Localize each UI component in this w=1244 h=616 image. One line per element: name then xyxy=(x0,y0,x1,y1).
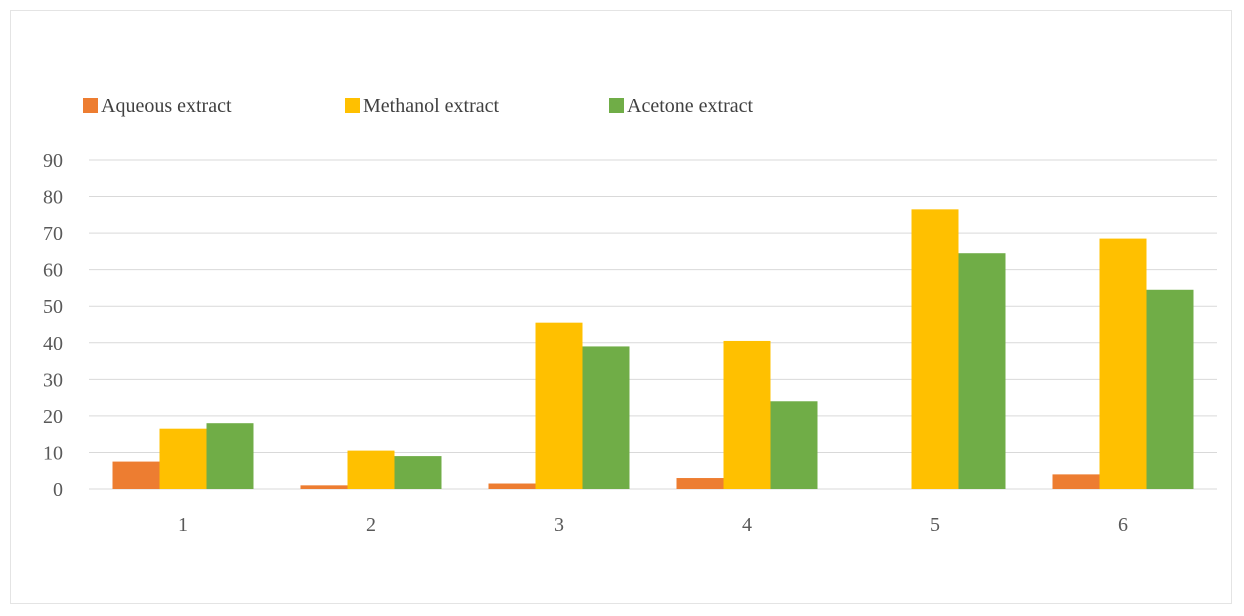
bar-methanol-extract xyxy=(911,209,959,489)
x-tick-label: 5 xyxy=(930,514,940,536)
legend-swatch xyxy=(345,98,360,113)
legend: Aqueous extract Methanol extract Acetone e… xyxy=(83,95,753,117)
y-tick-label: 70 xyxy=(43,223,63,245)
bar-acetone-extract xyxy=(1146,289,1194,489)
y-tick-label: 0 xyxy=(53,479,63,501)
y-tick-label: 80 xyxy=(43,187,63,209)
x-tick-label: 3 xyxy=(554,514,564,536)
bar-methanol-extract xyxy=(159,428,207,489)
bar-acetone-extract xyxy=(582,346,630,489)
bar-acetone-extract xyxy=(770,401,818,489)
x-tick-label: 6 xyxy=(1118,514,1128,536)
x-axis: 1 2 3 4 5 6 xyxy=(178,514,1128,536)
y-tick-label: 50 xyxy=(43,296,63,318)
legend-label: Methanol extract xyxy=(363,95,499,117)
y-tick-label: 30 xyxy=(43,369,63,391)
bars xyxy=(112,209,1194,489)
bar-acetone-extract xyxy=(394,456,442,489)
bar-aqueous-extract xyxy=(1052,474,1100,489)
x-tick-label: 1 xyxy=(178,514,188,536)
bar-acetone-extract xyxy=(958,253,1006,489)
legend-label: Acetone extract xyxy=(627,95,753,117)
bar-aqueous-extract xyxy=(488,483,536,489)
bar-aqueous-extract xyxy=(112,461,160,489)
bar-methanol-extract xyxy=(1099,238,1147,489)
bar-acetone-extract xyxy=(206,423,254,489)
bar-aqueous-extract xyxy=(676,478,724,489)
chart-frame: Aqueous extract Methanol extract Acetone e… xyxy=(10,10,1232,604)
bar-aqueous-extract xyxy=(300,485,348,489)
legend-swatch xyxy=(83,98,98,113)
y-axis: 0 10 20 30 40 50 60 70 80 90 xyxy=(43,150,63,501)
x-tick-label: 4 xyxy=(742,514,752,536)
legend-swatch xyxy=(609,98,624,113)
bar-methanol-extract xyxy=(347,450,395,489)
bar-methanol-extract xyxy=(723,340,771,489)
y-tick-label: 20 xyxy=(43,406,63,428)
y-tick-label: 90 xyxy=(43,150,63,172)
y-tick-label: 10 xyxy=(43,442,63,464)
y-tick-label: 40 xyxy=(43,333,63,355)
x-tick-label: 2 xyxy=(366,514,376,536)
bar-methanol-extract xyxy=(535,322,583,489)
y-tick-label: 60 xyxy=(43,260,63,282)
bar-chart: Aqueous extract Methanol extract Acetone e… xyxy=(43,95,1217,536)
gridlines xyxy=(89,159,1217,490)
legend-label: Aqueous extract xyxy=(101,95,232,117)
